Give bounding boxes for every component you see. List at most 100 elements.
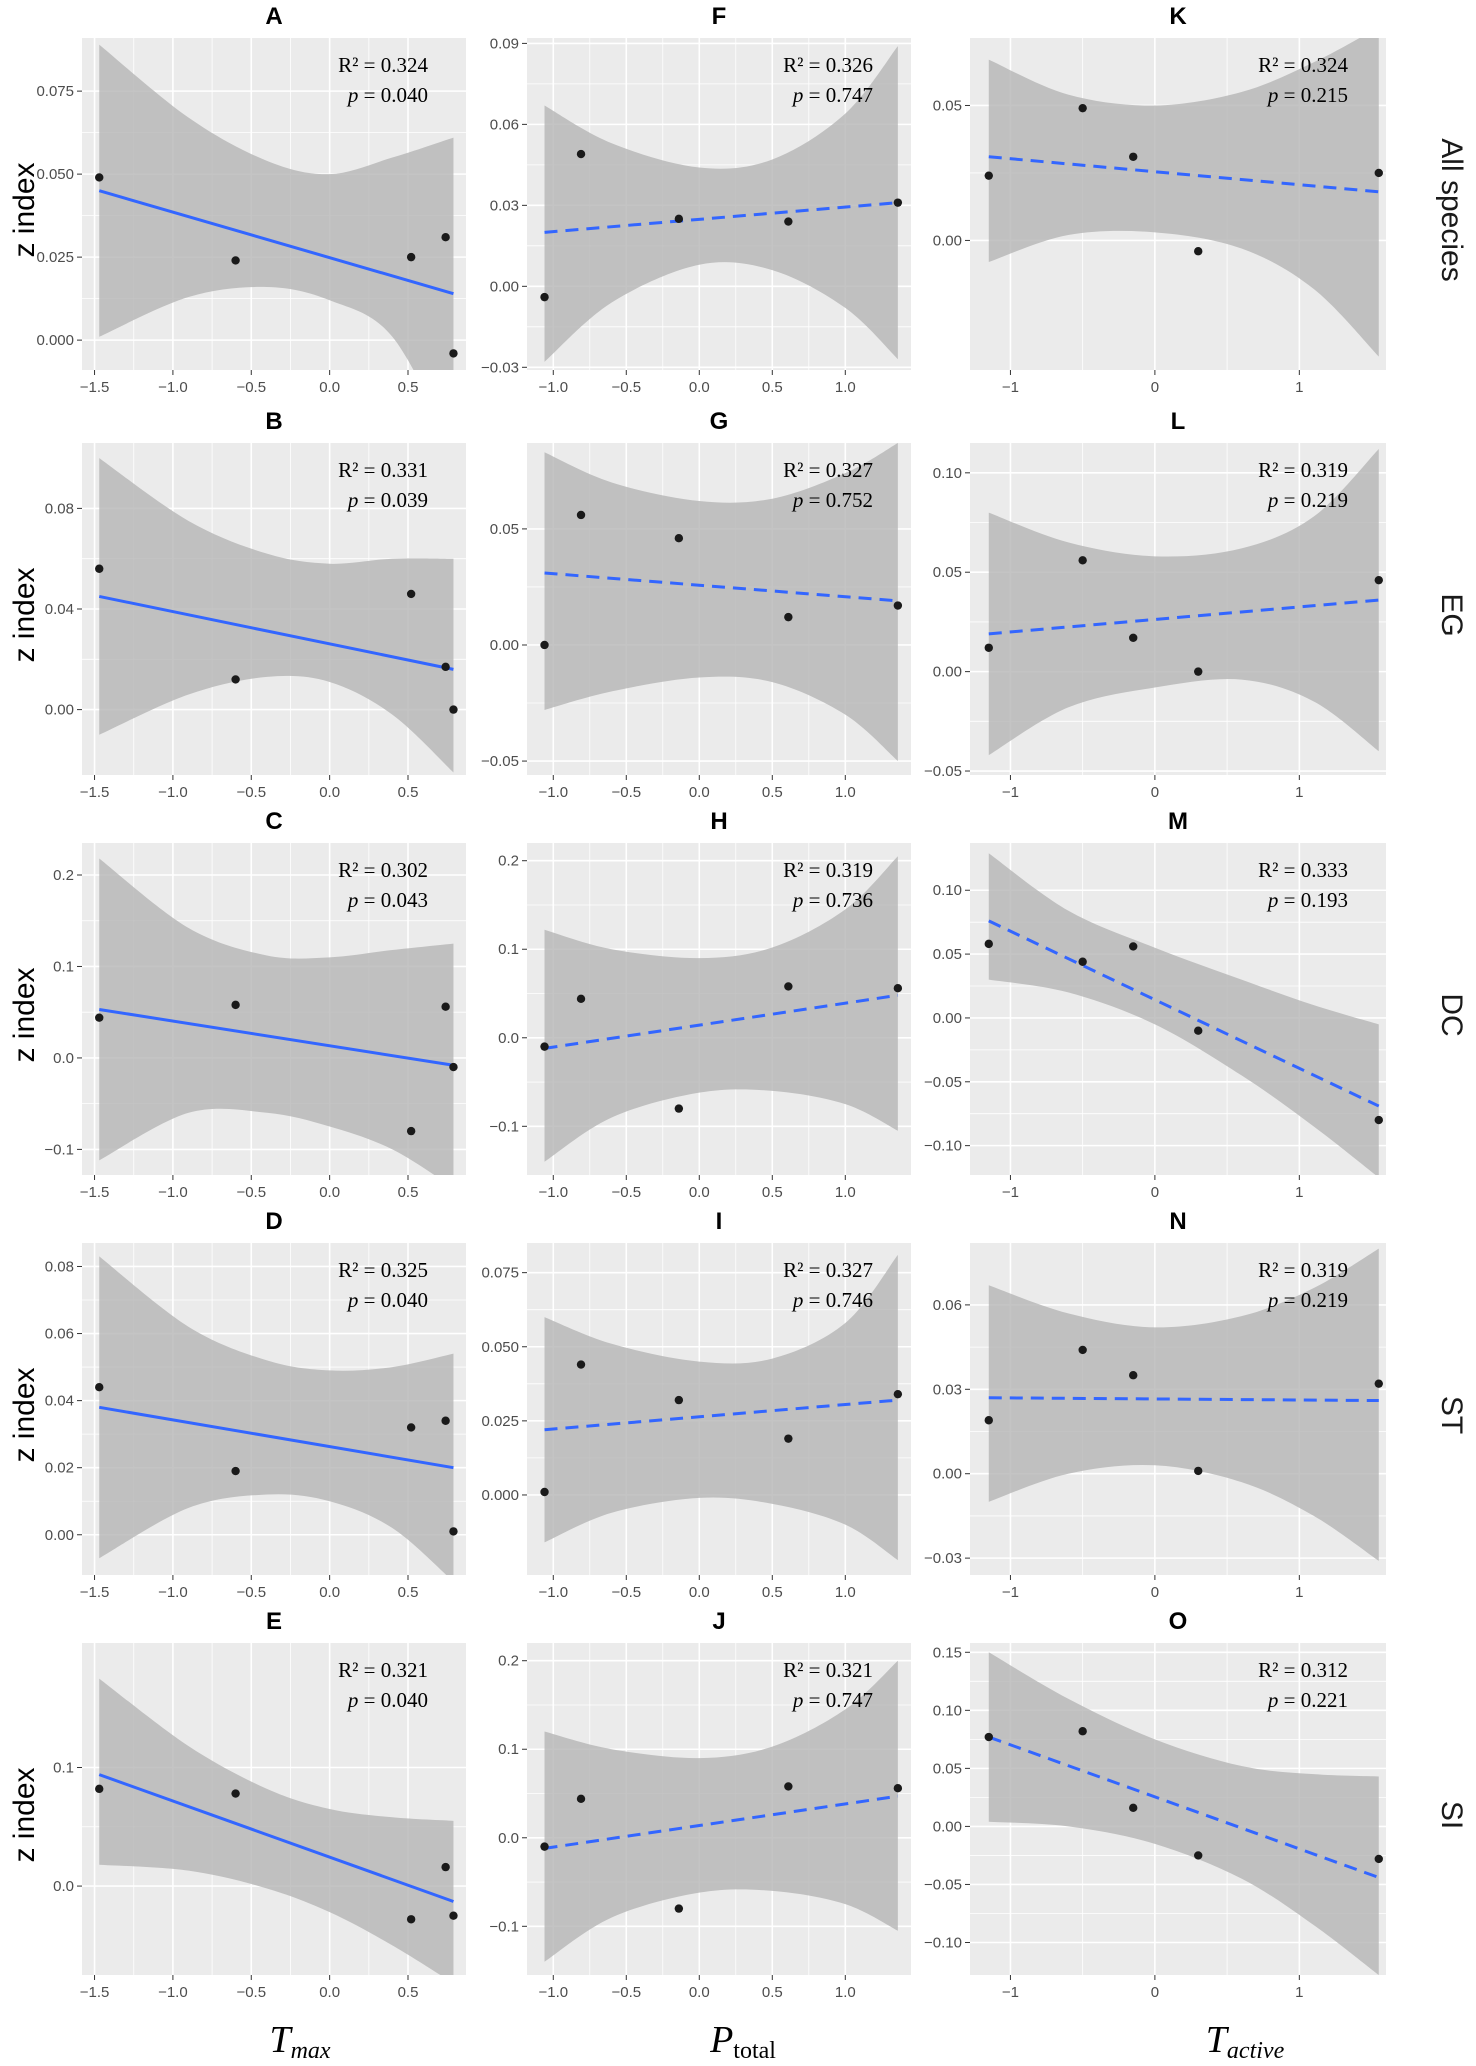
panel-l-point-1 xyxy=(984,643,993,652)
panel-a-r2-label: R² = 0.324 xyxy=(338,53,428,77)
panel-n-point-5 xyxy=(1374,1379,1383,1388)
x-axis-label-tmax-main: T xyxy=(269,2019,293,2061)
panel-g-y-tick-label: 0.05 xyxy=(490,521,519,538)
panel-j-x-tick-label: 0.0 xyxy=(689,1984,710,2001)
panel-i-p-symbol: p xyxy=(791,1288,804,1312)
panel-e-x-tick-label: −0.5 xyxy=(236,1984,266,2001)
panel-h-p-value: = 0.736 xyxy=(803,888,873,912)
panel-l-point-3 xyxy=(1129,633,1138,643)
panel-e-point-1 xyxy=(95,1784,104,1794)
panel-j-point-3 xyxy=(674,1904,684,1913)
panel-m-point-1 xyxy=(984,939,993,949)
panel-e-regression-line xyxy=(98,1773,454,1903)
panel-d-x-tick-label: 0.5 xyxy=(398,1584,419,1601)
panel-c-point-2 xyxy=(231,1000,240,1010)
panel-b-p-symbol: p xyxy=(346,488,359,512)
panel-g-confidence-band xyxy=(544,443,898,762)
panel-g-p-label: p = 0.752 xyxy=(791,488,873,512)
panel-c-x-tick-label: −0.5 xyxy=(236,1184,266,1201)
panel-k: −1 0 1 0.00 0.05 K R² = 0.324 p = 0.215 xyxy=(933,3,1386,396)
panel-a-p-symbol: p xyxy=(346,83,359,107)
panel-d-plot xyxy=(95,1256,458,1575)
panel-f-point-2 xyxy=(576,149,586,159)
panel-b-y-tick-label: 0.04 xyxy=(45,601,74,618)
panel-k-p-symbol: p xyxy=(1266,83,1279,107)
panel-i-p-label: p = 0.746 xyxy=(791,1288,873,1312)
panel-f-p-symbol: p xyxy=(791,83,804,107)
panel-f-y-tick-label: −0.03 xyxy=(481,359,519,376)
x-axis-label-tactive-main: T xyxy=(1206,2019,1230,2061)
panel-b-confidence-band xyxy=(99,458,454,773)
panel-i-plot xyxy=(540,1254,903,1561)
panel-d-point-2 xyxy=(231,1466,240,1476)
panel-o-y-tick-label: 0.10 xyxy=(933,1702,962,1719)
panel-n-point-1 xyxy=(984,1416,993,1425)
panel-d-y-tick-label: 0.02 xyxy=(45,1460,74,1477)
panel-b-x-tick-label: −1.5 xyxy=(80,784,110,801)
panel-o-point-2 xyxy=(1078,1727,1087,1736)
panel-k-regression-line xyxy=(988,155,1379,194)
row-labels: All species EG DC ST SI xyxy=(1435,138,1468,1829)
panel-f-y-tick-label: 0.09 xyxy=(490,35,519,52)
panel-d-point-5 xyxy=(449,1527,458,1536)
panel-c-p-value: = 0.043 xyxy=(358,888,428,912)
panel-a-point-1 xyxy=(95,173,104,182)
panel-i-point-2 xyxy=(576,1360,586,1369)
panel-d-point-4 xyxy=(441,1416,450,1425)
panel-h-x-tick-label: −0.5 xyxy=(611,1184,641,1201)
panel-f-x-tick-label: 1.0 xyxy=(835,379,856,396)
y-axis-label-row2: z index xyxy=(8,567,41,662)
panel-o-title: O xyxy=(1169,1608,1188,1635)
panel-k-plot xyxy=(984,38,1383,357)
panel-c-y-tick-label: 0.0 xyxy=(53,1050,74,1067)
panel-g-point-1 xyxy=(540,640,549,650)
panel-i-x-tick-label: 0.0 xyxy=(689,1584,710,1601)
panel-d-confidence-band xyxy=(99,1256,454,1575)
panel-e-title: E xyxy=(266,1608,282,1635)
panel-b-r2-label: R² = 0.331 xyxy=(338,458,428,482)
panel-m-plot xyxy=(984,853,1383,1175)
panel-k-y-tick-label: 0.05 xyxy=(933,97,962,114)
panel-j-confidence-band xyxy=(544,1660,898,1962)
panel-e-x-tick-label: 0.5 xyxy=(398,1984,419,2001)
panel-d-point-1 xyxy=(95,1383,104,1392)
panel-i-x-tick-label: −1.0 xyxy=(538,1584,568,1601)
panel-i-regression-line xyxy=(544,1398,898,1432)
panel-j-title: J xyxy=(712,1608,725,1635)
panel-h-y-tick-label: 0.2 xyxy=(498,853,519,870)
panel-b-point-2 xyxy=(231,675,240,684)
panel-f-point-4 xyxy=(784,217,793,226)
panel-m-point-4 xyxy=(1194,1026,1203,1035)
panel-a-point-2 xyxy=(231,256,240,265)
panel-i-title: I xyxy=(716,1208,723,1235)
panel-f-x-tick-label: −1.0 xyxy=(538,379,568,396)
panel-e-point-2 xyxy=(231,1789,240,1798)
x-axis-labels: Tmax Ptotal Tactive xyxy=(269,2019,1284,2064)
panel-k-point-1 xyxy=(984,171,993,180)
panel-b-point-5 xyxy=(449,705,458,714)
panel-m-r2-label: R² = 0.333 xyxy=(1258,858,1348,882)
panel-i-y-tick-label: 0.000 xyxy=(481,1487,519,1504)
panel-c-x-tick-label: 0.5 xyxy=(398,1184,419,1201)
panel-n-p-value: = 0.219 xyxy=(1278,1288,1348,1312)
panel-c-point-1 xyxy=(95,1013,104,1022)
panel-h-point-5 xyxy=(893,983,903,993)
y-axis-label-row4: z index xyxy=(8,1367,41,1462)
x-axis-label-tmax: Tmax xyxy=(269,2019,330,2064)
panel-k-x-tick-label: 1 xyxy=(1295,379,1303,396)
panel-a-point-3 xyxy=(406,252,416,262)
panel-j-p-label: p = 0.747 xyxy=(791,1688,873,1712)
panel-e-p-symbol: p xyxy=(346,1688,359,1712)
panel-h-x-tick-label: −1.0 xyxy=(538,1184,568,1201)
panel-a-y-tick-label: 0.050 xyxy=(36,166,74,183)
panel-b-point-1 xyxy=(95,564,104,573)
panel-j-p-value: = 0.747 xyxy=(803,1688,873,1712)
row-label-eg: EG xyxy=(1435,593,1468,636)
panel-m-regression-line xyxy=(988,919,1380,1108)
panel-h-y-tick-label: 0.0 xyxy=(498,1030,519,1047)
panel-o: −1 0 1 −0.10 −0.05 0.00 0.05 0.10 0.15 O R² = 0.31… xyxy=(924,1608,1386,2001)
panel-n-y-tick-label: −0.03 xyxy=(924,1550,962,1567)
panel-j-y-tick-label: 0.0 xyxy=(498,1830,519,1847)
panel-a-x-tick-label: −1.5 xyxy=(80,379,110,396)
panel-f-y-tick-label: 0.03 xyxy=(490,197,519,214)
